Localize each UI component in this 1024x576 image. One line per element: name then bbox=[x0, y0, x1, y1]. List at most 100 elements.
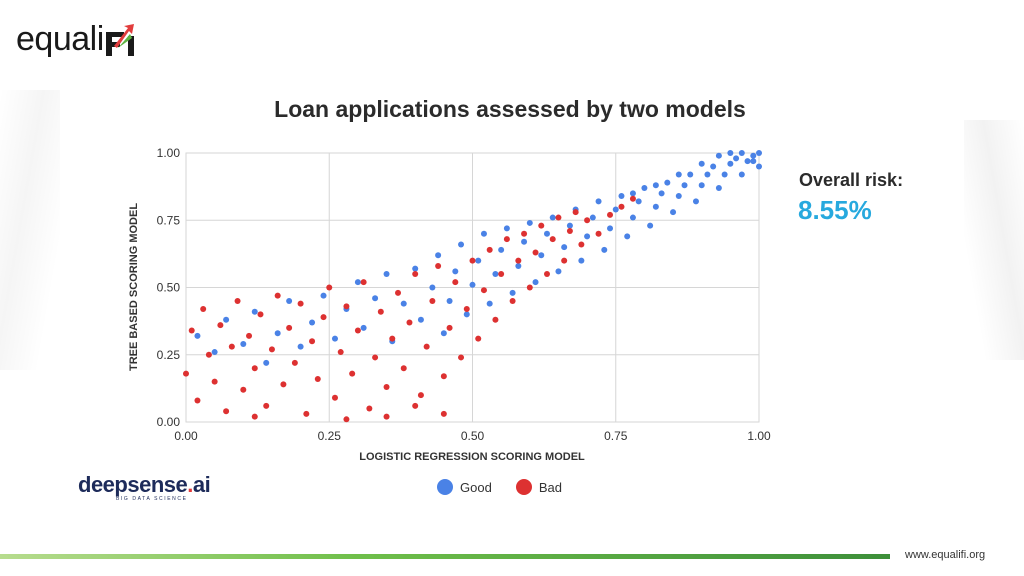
point-good bbox=[360, 324, 367, 331]
point-good bbox=[756, 163, 762, 170]
point-bad bbox=[366, 405, 373, 412]
point-good bbox=[704, 171, 711, 178]
point-good bbox=[561, 244, 568, 251]
point-good bbox=[750, 152, 757, 159]
point-good bbox=[584, 233, 591, 240]
point-bad bbox=[572, 209, 579, 216]
equalifi-logo: equali bbox=[16, 12, 136, 56]
point-good bbox=[629, 214, 636, 221]
point-bad bbox=[211, 378, 218, 385]
point-bad bbox=[566, 228, 573, 235]
point-bad bbox=[205, 351, 212, 358]
point-good bbox=[492, 271, 499, 278]
point-bad bbox=[446, 324, 453, 331]
point-good bbox=[635, 198, 642, 205]
series-good bbox=[194, 150, 762, 366]
legend-entry-good: Good bbox=[437, 479, 492, 495]
point-bad bbox=[320, 314, 327, 321]
point-bad bbox=[389, 335, 396, 342]
point-good bbox=[223, 316, 230, 323]
point-good bbox=[412, 265, 419, 272]
point-bad bbox=[326, 284, 333, 291]
point-good bbox=[641, 184, 648, 191]
point-good bbox=[211, 349, 218, 356]
point-good bbox=[354, 279, 361, 286]
background-decoration-left bbox=[0, 90, 60, 370]
point-good bbox=[331, 335, 338, 342]
point-good bbox=[538, 252, 545, 259]
point-good bbox=[286, 297, 293, 304]
point-bad bbox=[303, 410, 310, 417]
point-good bbox=[274, 330, 281, 337]
point-bad bbox=[400, 365, 407, 372]
point-good bbox=[675, 171, 682, 178]
legend-swatch-bad bbox=[515, 479, 532, 495]
point-bad bbox=[412, 402, 419, 409]
point-good bbox=[417, 316, 424, 323]
footer-website-link[interactable]: www.equalifi.org bbox=[905, 549, 986, 561]
point-bad bbox=[377, 308, 384, 315]
point-good bbox=[652, 182, 659, 189]
chart-title: Loan applications assessed by two models bbox=[274, 96, 746, 122]
y-tick-label: 0.25 bbox=[157, 348, 181, 362]
point-good bbox=[475, 257, 482, 264]
y-axis-label: TREE BASED SCORING MODEL bbox=[128, 203, 140, 371]
x-axis-label: LOGISTIC REGRESSION SCORING MODEL bbox=[359, 451, 585, 463]
point-bad bbox=[343, 416, 350, 423]
point-bad bbox=[383, 413, 390, 420]
point-good bbox=[372, 295, 379, 302]
point-bad bbox=[412, 271, 419, 278]
point-good bbox=[727, 150, 734, 156]
point-bad bbox=[503, 236, 510, 243]
point-good bbox=[400, 300, 407, 307]
point-bad bbox=[251, 413, 258, 420]
point-bad bbox=[480, 287, 487, 294]
point-good bbox=[480, 230, 487, 237]
x-tick-label: 0.75 bbox=[604, 429, 628, 443]
point-good bbox=[549, 214, 556, 221]
point-bad bbox=[274, 292, 281, 299]
y-tick-label: 1.00 bbox=[157, 146, 181, 160]
point-bad bbox=[440, 373, 447, 380]
point-bad bbox=[291, 359, 298, 366]
point-good bbox=[675, 193, 682, 200]
point-good bbox=[692, 198, 699, 205]
point-bad bbox=[263, 402, 270, 409]
point-good bbox=[543, 230, 550, 237]
y-tick-label: 0.00 bbox=[157, 415, 181, 429]
deepsense-logo: deepsense.ai BIG DATA SCIENCE bbox=[78, 474, 211, 502]
deepsense-logo-tagline: BIG DATA SCIENCE bbox=[116, 496, 188, 502]
point-bad bbox=[280, 381, 287, 388]
point-bad bbox=[509, 297, 516, 304]
point-good bbox=[647, 222, 654, 229]
point-bad bbox=[618, 203, 625, 210]
point-good bbox=[698, 160, 705, 167]
equalifi-logo-wordmark: equali bbox=[16, 20, 104, 58]
point-bad bbox=[383, 384, 390, 391]
point-bad bbox=[257, 311, 264, 318]
point-bad bbox=[452, 279, 459, 286]
point-good bbox=[263, 359, 270, 366]
point-bad bbox=[188, 327, 195, 334]
point-good bbox=[578, 257, 585, 264]
point-bad bbox=[469, 257, 476, 264]
point-good bbox=[710, 163, 717, 170]
point-bad bbox=[268, 346, 275, 353]
point-good bbox=[463, 311, 470, 318]
point-bad bbox=[314, 375, 321, 382]
footer-accent-bar bbox=[0, 554, 890, 559]
point-good bbox=[624, 233, 631, 240]
point-good bbox=[521, 238, 528, 245]
point-good bbox=[687, 171, 694, 178]
background-decoration-right bbox=[964, 120, 1024, 360]
point-good bbox=[607, 225, 614, 232]
point-good bbox=[652, 203, 659, 210]
point-good bbox=[503, 225, 510, 232]
legend-entry-bad: Bad bbox=[515, 479, 562, 495]
point-bad bbox=[440, 410, 447, 417]
overall-risk-value: 8.55% bbox=[798, 195, 872, 225]
point-bad bbox=[475, 335, 482, 342]
y-tick-label: 0.50 bbox=[157, 281, 181, 295]
point-bad bbox=[395, 289, 402, 296]
